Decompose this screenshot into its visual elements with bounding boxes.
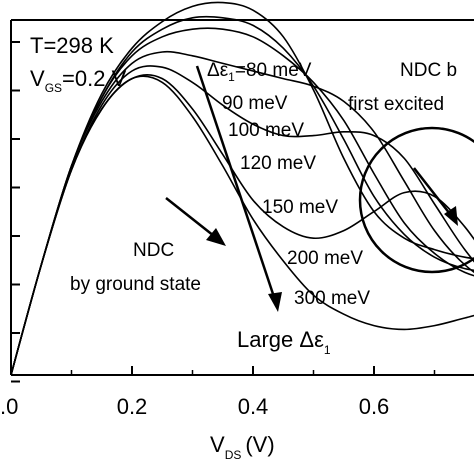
curve-label-200: 200 meV <box>287 248 363 269</box>
large-delta-arrowhead <box>268 292 282 312</box>
ndc-ground-arrowhead <box>206 228 226 246</box>
large-delta-arrow <box>195 65 277 301</box>
ndc-excited-arrowhead <box>444 206 458 226</box>
x-tick-label: 0.6 <box>359 394 390 419</box>
x-tick-label: .0 <box>0 394 18 419</box>
large-delta-label: Large Δε1 <box>237 327 331 357</box>
x-tick-label: 0.2 <box>117 394 148 419</box>
curve-line-4 <box>10 50 474 376</box>
x-axis-label: VDS (V) <box>210 432 275 462</box>
ndc-excited-line2: first excited <box>348 94 444 115</box>
ndc-excited-circle <box>358 126 474 274</box>
curve-line-1 <box>10 1 474 376</box>
curve-label-120: 120 meV <box>240 153 316 174</box>
ndc-excited-arrow <box>413 167 451 215</box>
curves <box>10 1 474 376</box>
curve-label-80: Δε1=80 meV <box>207 60 312 84</box>
curve-label-100: 100 meV <box>228 120 304 141</box>
curve-label-90: 90 meV <box>222 93 288 114</box>
curve-line-7 <box>10 75 474 376</box>
ndc-ground-arrow <box>165 197 215 237</box>
y-ticks <box>11 41 20 383</box>
curve-label-300: 300 meV <box>294 288 370 309</box>
ndc-ground-line1: NDC <box>133 240 174 261</box>
vgs-label: VGS=0.2 V <box>30 66 127 95</box>
x-tick-label: 0.4 <box>238 394 269 419</box>
ndc-ground-line2: by ground state <box>70 274 201 295</box>
temperature-label: T=298 K <box>30 33 114 58</box>
curve-label-150: 150 meV <box>262 197 338 218</box>
plot-frame <box>10 19 474 376</box>
x-ticks: .0 0.2 0.4 0.6 <box>0 366 436 419</box>
ndc-excited-line1: NDC b <box>400 60 457 81</box>
